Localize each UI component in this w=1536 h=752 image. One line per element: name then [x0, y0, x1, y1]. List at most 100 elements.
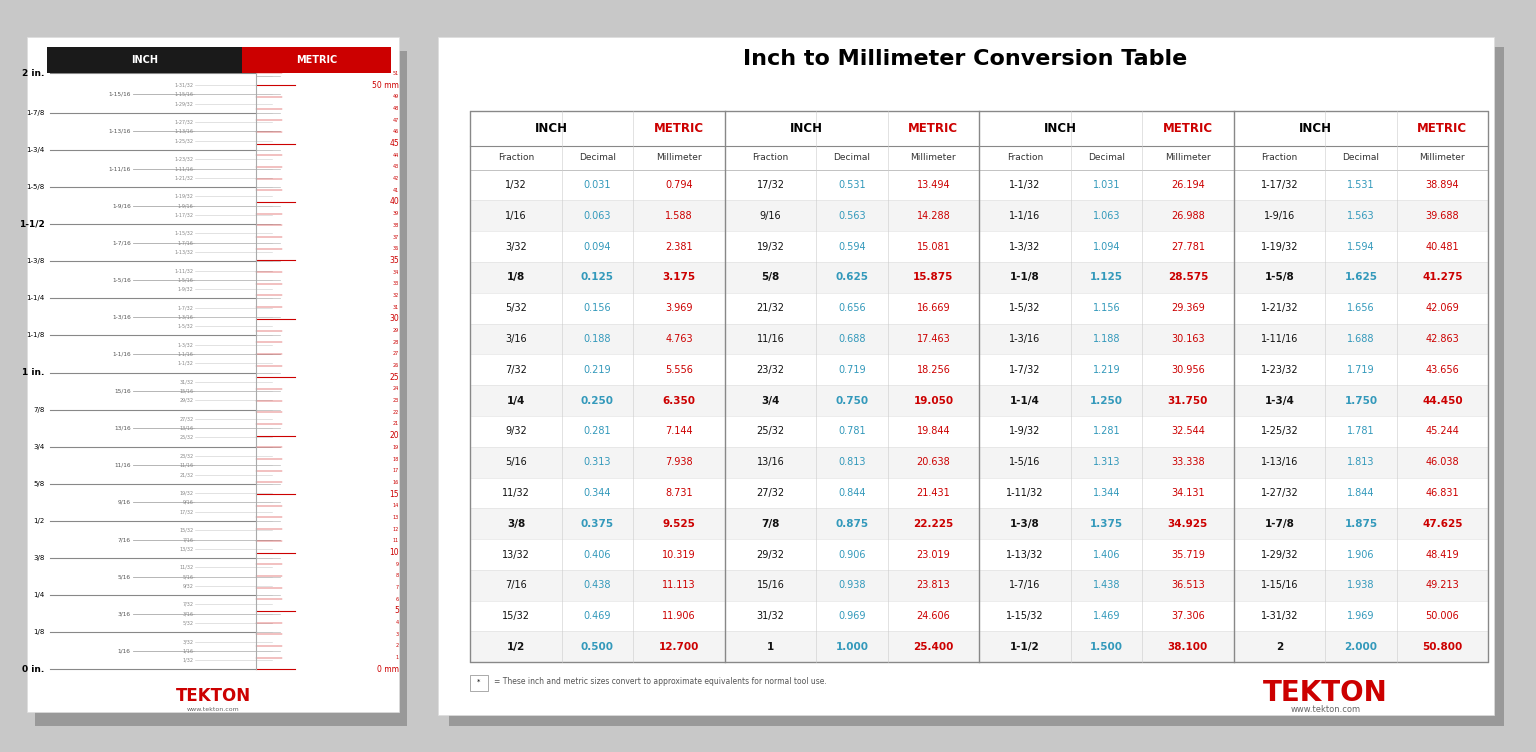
Text: 19/32: 19/32 — [757, 241, 785, 252]
Text: 29.369: 29.369 — [1170, 303, 1204, 313]
Text: 0.375: 0.375 — [581, 519, 614, 529]
Text: 0.594: 0.594 — [839, 241, 866, 252]
Text: 27.781: 27.781 — [1170, 241, 1204, 252]
Text: 9.525: 9.525 — [662, 519, 696, 529]
Text: Millimeter: Millimeter — [1419, 153, 1465, 162]
Text: 19/32: 19/32 — [180, 490, 194, 496]
Text: 39.688: 39.688 — [1425, 211, 1459, 221]
Text: 1/2: 1/2 — [507, 642, 525, 652]
Text: 19: 19 — [393, 445, 399, 450]
Text: 1: 1 — [766, 642, 774, 652]
Text: 48: 48 — [393, 106, 399, 111]
Text: 38.894: 38.894 — [1425, 180, 1459, 190]
Text: 1-7/32: 1-7/32 — [1009, 365, 1041, 374]
Bar — [470, 508, 1488, 539]
Bar — [243, 47, 392, 74]
Text: 0.500: 0.500 — [581, 642, 614, 652]
Text: 7/32: 7/32 — [505, 365, 527, 374]
Text: TEKTON: TEKTON — [1263, 679, 1389, 707]
Text: 1.000: 1.000 — [836, 642, 868, 652]
Text: 15.875: 15.875 — [914, 272, 954, 282]
Text: 46.831: 46.831 — [1425, 488, 1459, 498]
Text: 1-13/16: 1-13/16 — [1261, 457, 1298, 467]
Text: INCH: INCH — [1044, 122, 1077, 135]
Text: 0 mm: 0 mm — [376, 665, 399, 674]
Text: 23.813: 23.813 — [917, 581, 951, 590]
Text: 0.281: 0.281 — [584, 426, 611, 436]
Text: 34: 34 — [393, 269, 399, 274]
Text: 42.069: 42.069 — [1425, 303, 1459, 313]
Text: 15/16: 15/16 — [114, 389, 131, 393]
Text: Fraction: Fraction — [753, 153, 788, 162]
Text: 12.700: 12.700 — [659, 642, 699, 652]
Text: 15: 15 — [390, 490, 399, 499]
Text: 15/32: 15/32 — [180, 528, 194, 532]
Text: 1-15/16: 1-15/16 — [1261, 581, 1298, 590]
Text: 0.094: 0.094 — [584, 241, 611, 252]
Text: 26.194: 26.194 — [1170, 180, 1204, 190]
Text: 40.481: 40.481 — [1425, 241, 1459, 252]
Text: 23/32: 23/32 — [180, 453, 194, 459]
Text: 1-13/32: 1-13/32 — [1006, 550, 1044, 559]
Text: 5: 5 — [395, 606, 399, 615]
Text: 22: 22 — [393, 410, 399, 415]
Text: 1-19/32: 1-19/32 — [1261, 241, 1298, 252]
Text: 25/32: 25/32 — [756, 426, 785, 436]
Text: 26: 26 — [393, 363, 399, 368]
Text: 37.306: 37.306 — [1170, 611, 1204, 621]
Text: 24.606: 24.606 — [917, 611, 951, 621]
Text: 13/32: 13/32 — [180, 546, 194, 551]
Text: 46.038: 46.038 — [1425, 457, 1459, 467]
Text: 1-25/32: 1-25/32 — [1261, 426, 1298, 436]
Text: 1-15/32: 1-15/32 — [1006, 611, 1044, 621]
Text: 1.588: 1.588 — [665, 211, 693, 221]
Text: 0.250: 0.250 — [581, 396, 614, 405]
Text: 13: 13 — [393, 515, 399, 520]
Text: 1-9/16: 1-9/16 — [112, 203, 131, 208]
Text: 1.500: 1.500 — [1091, 642, 1123, 652]
Text: 15/16: 15/16 — [757, 581, 785, 590]
Text: Fraction: Fraction — [1261, 153, 1298, 162]
FancyBboxPatch shape — [35, 51, 407, 726]
Text: 17.463: 17.463 — [917, 334, 951, 344]
Bar — [470, 200, 1488, 231]
Text: 1.438: 1.438 — [1092, 581, 1120, 590]
Text: 16.669: 16.669 — [917, 303, 951, 313]
Text: 1-21/32: 1-21/32 — [1261, 303, 1298, 313]
Text: 1-1/2: 1-1/2 — [1011, 642, 1040, 652]
Text: 21.431: 21.431 — [917, 488, 951, 498]
Text: 5/8: 5/8 — [34, 481, 45, 487]
Text: 19.050: 19.050 — [914, 396, 954, 405]
Text: 1/4: 1/4 — [507, 396, 525, 405]
Text: 0 in.: 0 in. — [23, 665, 45, 674]
Text: 1/8: 1/8 — [507, 272, 525, 282]
FancyBboxPatch shape — [28, 37, 399, 711]
Text: 25/32: 25/32 — [180, 435, 194, 440]
Text: 43.656: 43.656 — [1425, 365, 1459, 374]
Text: 13/16: 13/16 — [114, 426, 131, 431]
Text: 10: 10 — [390, 548, 399, 557]
Text: 0.938: 0.938 — [839, 581, 866, 590]
Text: Decimal: Decimal — [579, 153, 616, 162]
Text: 1.313: 1.313 — [1092, 457, 1120, 467]
Text: 0.406: 0.406 — [584, 550, 611, 559]
Text: 1-15/16: 1-15/16 — [109, 92, 131, 97]
Text: 44: 44 — [393, 153, 399, 158]
Text: 1.688: 1.688 — [1347, 334, 1375, 344]
FancyBboxPatch shape — [438, 37, 1493, 715]
Text: INCH: INCH — [131, 55, 158, 65]
Text: 18.256: 18.256 — [917, 365, 951, 374]
Text: 26.988: 26.988 — [1170, 211, 1204, 221]
Text: 1-3/8: 1-3/8 — [26, 258, 45, 264]
Text: 44.450: 44.450 — [1422, 396, 1462, 405]
Text: 0.625: 0.625 — [836, 272, 868, 282]
Text: 1-11/16: 1-11/16 — [175, 166, 194, 171]
Text: 1.531: 1.531 — [1347, 180, 1375, 190]
Text: 13/16: 13/16 — [757, 457, 785, 467]
Text: 0.313: 0.313 — [584, 457, 611, 467]
Text: 1.375: 1.375 — [1091, 519, 1123, 529]
Text: 37: 37 — [393, 235, 399, 240]
Bar — [470, 385, 1488, 416]
Text: 46: 46 — [393, 129, 399, 135]
Text: 31/32: 31/32 — [757, 611, 785, 621]
